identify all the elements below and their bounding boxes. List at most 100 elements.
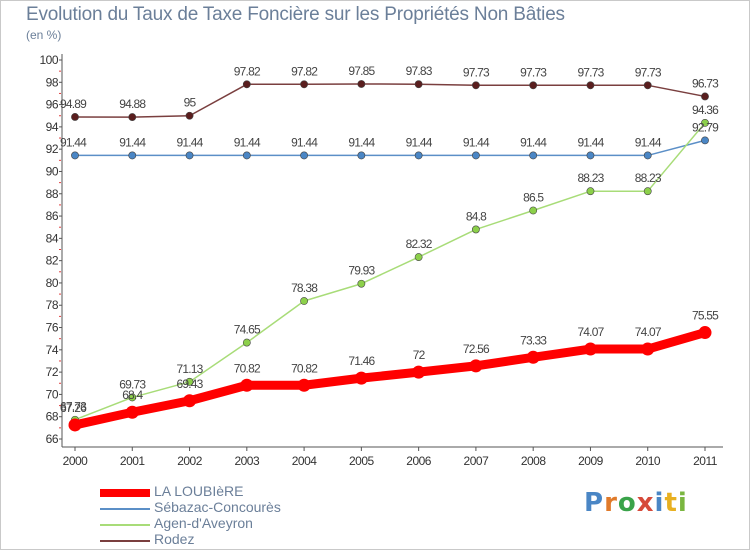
data-point: [357, 80, 366, 88]
data-label: 97.82: [291, 64, 318, 78]
data-point: [643, 81, 652, 90]
legend-label: Agen-d'Aveyron: [154, 515, 253, 531]
data-point: [242, 80, 251, 89]
logo-letter: i: [654, 488, 665, 518]
y-tick-label: 96: [46, 98, 59, 112]
data-label: 97.82: [234, 64, 261, 78]
legend-label: Sébazac-Concourès: [154, 499, 281, 515]
x-tick-label: 2004: [292, 454, 318, 468]
data-point: [643, 187, 652, 196]
data-label: 88.23: [577, 171, 604, 185]
data-label: 91.44: [635, 135, 662, 149]
data-point: [185, 111, 194, 120]
data-point: [529, 151, 538, 160]
data-point: [586, 151, 595, 160]
chart-legend: LA LOUBIèRE Sébazac-Concourès Agen-d'Aveyr…: [100, 483, 360, 548]
data-point: [701, 136, 709, 145]
data-label: 95: [184, 96, 197, 110]
data-label: 69.73: [119, 377, 146, 391]
data-point: [128, 113, 137, 121]
data-label: 91.44: [577, 135, 604, 149]
data-label: 91.44: [348, 135, 375, 149]
data-label: 91.44: [406, 135, 433, 149]
x-tick-label: 2008: [521, 454, 547, 468]
y-tick-label: 76: [46, 321, 59, 335]
data-point: [469, 359, 483, 373]
data-label: 67.73: [60, 400, 87, 414]
legend-swatch: [100, 489, 150, 497]
data-point: [472, 151, 480, 160]
y-tick-label: 98: [46, 75, 59, 89]
series-line: [70, 328, 710, 430]
data-label: 79.93: [348, 264, 375, 278]
data-label: 91.44: [291, 135, 318, 149]
data-point: [71, 113, 79, 121]
data-point: [412, 365, 426, 379]
y-tick-label: 88: [46, 187, 59, 201]
data-point: [472, 81, 480, 90]
y-tick-label: 80: [46, 276, 59, 290]
x-tick-label: 2001: [120, 454, 146, 468]
chart-title: Evolution du Taux de Taxe Foncière sur l…: [26, 4, 565, 25]
data-label: 97.73: [463, 65, 490, 79]
data-point: [641, 342, 655, 356]
data-label: 88.23: [635, 171, 662, 185]
data-label: 75.55: [692, 309, 719, 323]
data-label: 72: [413, 348, 426, 362]
y-tick-label: 100: [39, 53, 58, 67]
legend-item: Sébazac-Concourès: [100, 499, 360, 516]
data-label: 73.33: [520, 333, 547, 347]
x-tick-label: 2003: [234, 454, 260, 468]
data-label: 71.13: [177, 362, 204, 376]
logo-letter: x: [636, 488, 655, 518]
data-point: [300, 80, 308, 89]
y-tick-label: 72: [46, 365, 59, 379]
data-label: 68.4: [122, 388, 143, 402]
data-label: 96.73: [692, 76, 719, 90]
data-label: 97.85: [348, 64, 375, 78]
logo-letter: o: [617, 488, 637, 518]
x-tick-label: 2000: [63, 454, 89, 468]
legend-item: Rodez: [100, 531, 360, 548]
data-point: [185, 151, 194, 160]
data-label: 92.79: [692, 120, 719, 134]
legend-item: LA LOUBIèRE: [100, 483, 360, 500]
data-point: [297, 378, 311, 392]
legend-label: Rodez: [154, 531, 195, 547]
data-label: 91.44: [463, 135, 490, 149]
x-tick-label: 2005: [349, 454, 375, 468]
chart-subtitle: (en %): [26, 28, 62, 42]
y-tick-label: 66: [46, 432, 59, 446]
y-tick-label: 68: [46, 410, 59, 424]
logo-letter: t: [664, 488, 678, 518]
y-tick-label: 90: [46, 164, 59, 178]
data-label: 91.44: [119, 135, 146, 149]
data-point: [71, 151, 79, 160]
data-point: [183, 394, 197, 408]
legend-swatch: [100, 508, 150, 510]
data-point: [701, 118, 709, 127]
data-point: [242, 151, 251, 160]
data-label: 72.56: [463, 342, 490, 356]
data-label: 94.88: [119, 97, 146, 111]
x-tick-label: 2006: [406, 454, 432, 468]
data-point: [529, 206, 538, 215]
legend-item: Agen-d'Aveyron: [100, 515, 360, 532]
data-label: 67.26: [60, 401, 87, 415]
proxiti-logo: Proxiti: [584, 488, 688, 518]
legend-label: LA LOUBIèRE: [154, 483, 244, 499]
data-label: 91.44: [60, 135, 87, 149]
series-line: [74, 139, 706, 157]
x-tick-label: 2002: [177, 454, 203, 468]
data-point: [68, 418, 82, 432]
data-point: [242, 338, 251, 347]
series-line: [74, 83, 706, 118]
data-label: 74.07: [635, 325, 662, 339]
y-tick-label: 78: [46, 298, 59, 312]
data-point: [357, 279, 366, 288]
data-label: 97.73: [577, 65, 604, 79]
data-label: 97.73: [635, 65, 662, 79]
data-label: 94.36: [692, 103, 719, 117]
data-label: 91.44: [177, 135, 204, 149]
